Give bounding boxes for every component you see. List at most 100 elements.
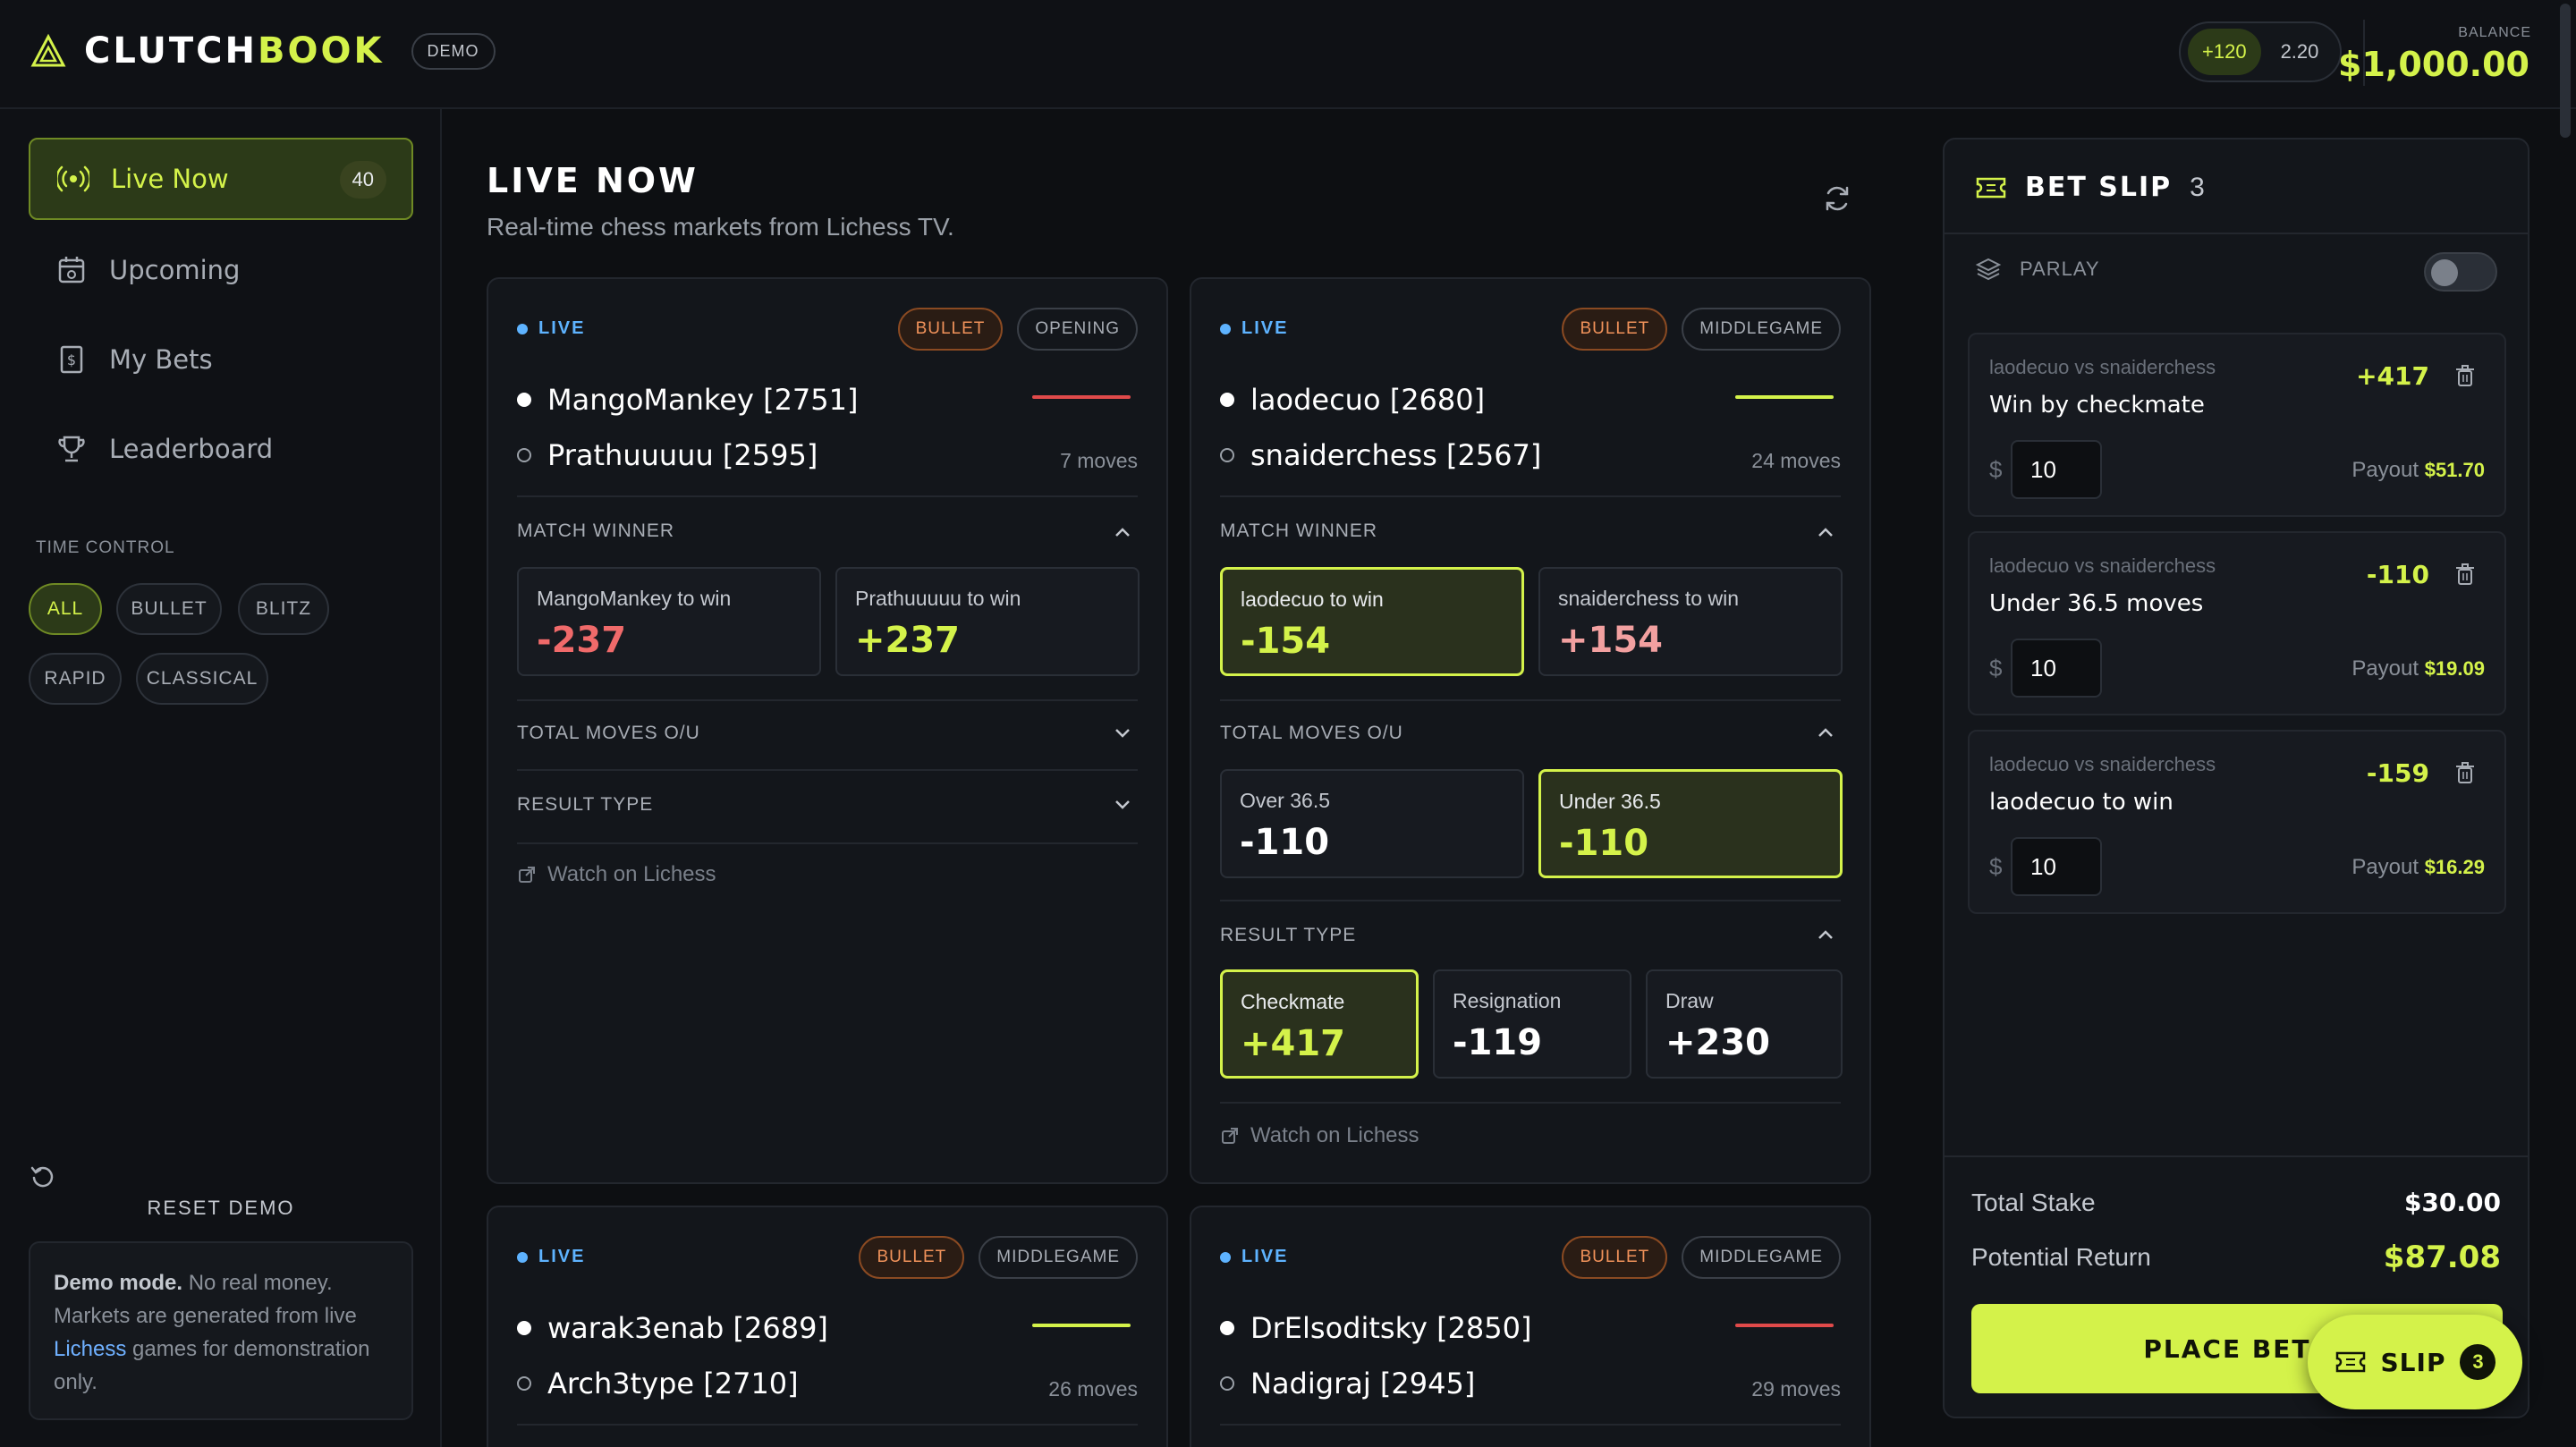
trash-icon[interactable] [2453, 562, 2478, 587]
move-count: 24 moves [1751, 449, 1841, 472]
match-tags: BULLET MIDDLEGAME [859, 1236, 1138, 1279]
market-result-type-header[interactable]: RESULT TYPE [517, 794, 654, 815]
move-count: 7 moves [1060, 449, 1138, 472]
chevron-down-icon[interactable] [1113, 723, 1132, 742]
demo-notice: Demo mode. No real money. Markets are ge… [29, 1241, 413, 1420]
black-piece-icon [1220, 448, 1234, 462]
market-match-winner-header[interactable]: MATCH WINNER [1220, 520, 1378, 541]
watch-on-lichess-link[interactable]: Watch on Lichess [517, 862, 716, 887]
filter-rapid-chip[interactable]: RAPID [29, 653, 122, 705]
option-label: Checkmate [1241, 990, 1345, 1013]
phase-tag: MIDDLEGAME [1682, 308, 1841, 351]
nav-live-now[interactable]: Live Now 40 [29, 138, 413, 220]
reset-icon[interactable] [29, 1163, 57, 1191]
time-control-tag: BULLET [1562, 308, 1668, 351]
bet-option[interactable]: Prathuuuuu to win +237 [835, 567, 1140, 676]
total-stake-label: Total Stake [1971, 1188, 2096, 1216]
filter-blitz-chip[interactable]: BLITZ [238, 583, 329, 635]
phase-tag: OPENING [1017, 308, 1138, 351]
watch-on-lichess-link[interactable]: Watch on Lichess [1220, 1123, 1419, 1148]
nav-leaderboard-label: Leaderboard [109, 434, 274, 464]
bet-option[interactable]: Draw +230 [1646, 969, 1843, 1079]
bet-odds: +417 [2356, 361, 2429, 391]
divider [517, 842, 1138, 844]
bet-option-selected[interactable]: Under 36.5 -110 [1538, 769, 1843, 878]
divider [1945, 1155, 2528, 1157]
refresh-icon[interactable] [1821, 182, 1853, 215]
odds-format-toggle[interactable]: +120 2.20 [2179, 21, 2342, 82]
lichess-link[interactable]: Lichess [54, 1337, 127, 1361]
stake-input[interactable] [2011, 440, 2102, 499]
black-piece-icon [517, 448, 531, 462]
black-player: Arch3type [2710] [517, 1367, 799, 1400]
phase-tag: MIDDLEGAME [979, 1236, 1138, 1279]
svg-text:$: $ [67, 351, 76, 368]
nav-leaderboard[interactable]: Leaderboard [29, 408, 413, 490]
market-result-type-header[interactable]: RESULT TYPE [1220, 925, 1357, 945]
toggle-knob [2431, 259, 2458, 286]
divider [1220, 495, 1841, 497]
bet-option[interactable]: snaiderchess to win +154 [1538, 567, 1843, 676]
divider [517, 699, 1138, 701]
live-indicator: LIVE [517, 1247, 585, 1267]
page-scrollbar[interactable] [2560, 4, 2571, 138]
divider [517, 769, 1138, 771]
match-card: LIVE BULLET OPENING MangoMankey [2751] P… [487, 277, 1168, 1184]
option-label: Over 36.5 [1240, 789, 1330, 812]
trophy-icon [58, 436, 85, 462]
market-total-moves-header[interactable]: TOTAL MOVES O/U [1220, 723, 1403, 743]
move-count: 26 moves [1048, 1377, 1138, 1400]
filter-classical-chip[interactable]: CLASSICAL [136, 653, 268, 705]
market-total-moves-header[interactable]: TOTAL MOVES O/U [517, 723, 700, 743]
bet-option[interactable]: MangoMankey to win -237 [517, 567, 821, 676]
chevron-up-icon[interactable] [1113, 522, 1132, 542]
trash-icon[interactable] [2453, 363, 2478, 388]
chevron-up-icon[interactable] [1816, 925, 1835, 944]
bet-slip-item: laodecuo vs snaiderchess Win by checkmat… [1968, 333, 2506, 517]
market-match-winner-header[interactable]: MATCH WINNER [517, 520, 675, 541]
option-odds: -154 [1241, 621, 1331, 662]
odds-american-option[interactable]: +120 [2188, 29, 2261, 75]
bet-option[interactable]: Over 36.5 -110 [1220, 769, 1524, 878]
option-label: Draw [1665, 989, 1714, 1012]
trash-icon[interactable] [2453, 760, 2478, 785]
match-card: LIVE BULLET MIDDLEGAME warak3enab [2689]… [487, 1206, 1168, 1447]
reset-demo-button[interactable]: RESET DEMO [147, 1197, 295, 1219]
option-label: Under 36.5 [1559, 790, 1661, 813]
bet-option-selected[interactable]: laodecuo to win -154 [1220, 567, 1524, 676]
nav-upcoming[interactable]: Upcoming [29, 229, 413, 311]
bet-payout: Payout $16.29 [2351, 855, 2485, 879]
stake-input[interactable] [2011, 837, 2102, 896]
option-odds: -237 [537, 620, 627, 661]
chevron-up-icon[interactable] [1816, 723, 1835, 742]
potential-return-row: Potential Return $87.08 [1971, 1240, 2501, 1275]
triangle-logo-icon [30, 33, 66, 67]
bet-option-selected[interactable]: Checkmate +417 [1220, 969, 1419, 1079]
black-player: snaiderchess [2567] [1220, 438, 1541, 472]
time-control-tag: BULLET [897, 308, 1004, 351]
live-dot-icon [517, 1251, 528, 1263]
chevron-up-icon[interactable] [1816, 522, 1835, 542]
sidebar: Live Now 40 Upcoming $ My Bets Leaderboa… [0, 109, 442, 1447]
slip-floating-button[interactable]: SLIP 3 [2308, 1315, 2522, 1409]
filter-bullet-chip[interactable]: BULLET [116, 583, 222, 635]
bet-selection: Win by checkmate [1989, 392, 2205, 419]
brand-logo[interactable]: CLUTCHBOOK DEMO [30, 30, 496, 72]
live-indicator: LIVE [517, 318, 585, 339]
page-subtitle: Real-time chess markets from Lichess TV. [487, 213, 954, 241]
eval-bar [1735, 395, 1834, 399]
divider [1945, 233, 2528, 234]
bet-option[interactable]: Resignation -119 [1433, 969, 1631, 1079]
chevron-down-icon[interactable] [1113, 794, 1132, 814]
nav-my-bets[interactable]: $ My Bets [29, 318, 413, 401]
parlay-toggle[interactable] [2424, 252, 2497, 292]
potential-return-label: Potential Return [1971, 1243, 2151, 1271]
bet-slip-item: laodecuo vs snaiderchess laodecuo to win… [1968, 730, 2506, 914]
stake-input[interactable] [2011, 639, 2102, 698]
option-odds: +237 [855, 620, 961, 661]
option-label: Resignation [1453, 989, 1562, 1012]
match-card: LIVE BULLET MIDDLEGAME DrElsoditsky [285… [1190, 1206, 1871, 1447]
filter-all-chip[interactable]: ALL [29, 583, 102, 635]
odds-decimal-option[interactable]: 2.20 [2280, 40, 2319, 63]
move-count: 29 moves [1751, 1377, 1841, 1400]
